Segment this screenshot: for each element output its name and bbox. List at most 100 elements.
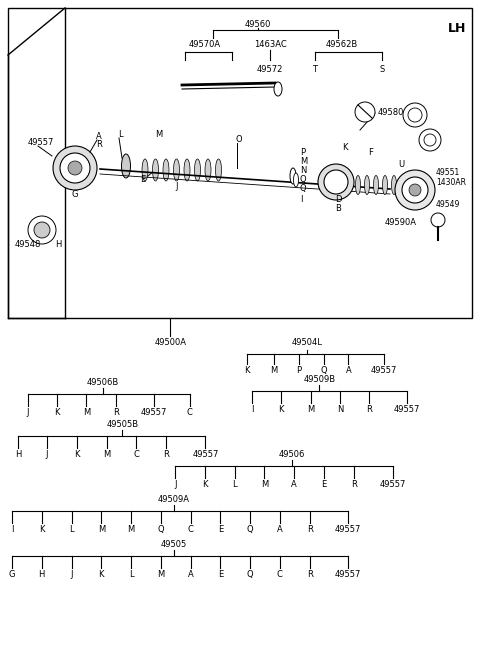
Text: 49557: 49557 <box>141 408 167 417</box>
Text: 49506: 49506 <box>279 450 305 459</box>
Ellipse shape <box>142 159 148 181</box>
Text: P: P <box>296 366 301 375</box>
Text: G: G <box>72 190 78 199</box>
Text: G: G <box>9 570 15 579</box>
Text: 49557: 49557 <box>380 480 406 489</box>
Text: M: M <box>261 480 268 489</box>
Ellipse shape <box>373 176 379 195</box>
Text: LH: LH <box>448 22 467 35</box>
Ellipse shape <box>383 176 387 195</box>
Text: 49549: 49549 <box>436 200 460 209</box>
Circle shape <box>395 170 435 210</box>
Ellipse shape <box>121 154 131 178</box>
Ellipse shape <box>173 159 180 181</box>
Text: 49504L: 49504L <box>292 338 323 347</box>
Circle shape <box>402 177 428 203</box>
Circle shape <box>60 153 90 183</box>
Text: L: L <box>129 570 133 579</box>
Text: T: T <box>312 65 317 74</box>
Circle shape <box>409 184 421 196</box>
Text: I: I <box>11 525 13 534</box>
Text: B: B <box>335 204 341 213</box>
Text: N: N <box>300 166 306 175</box>
Text: C: C <box>133 450 139 459</box>
Text: 49509B: 49509B <box>303 375 335 384</box>
Text: U: U <box>398 160 404 169</box>
Text: K: K <box>342 143 348 152</box>
Text: 49557: 49557 <box>192 450 218 459</box>
Text: Q: Q <box>247 570 253 579</box>
Text: E: E <box>140 175 145 184</box>
Circle shape <box>403 103 427 127</box>
Text: Q: Q <box>300 175 307 184</box>
Ellipse shape <box>153 159 158 181</box>
Text: P: P <box>300 148 305 157</box>
Ellipse shape <box>293 173 299 187</box>
Text: M: M <box>97 525 105 534</box>
Text: 49570A: 49570A <box>189 40 221 49</box>
Circle shape <box>355 102 375 122</box>
Text: E: E <box>322 480 326 489</box>
Ellipse shape <box>274 82 282 96</box>
Text: Q: Q <box>157 525 164 534</box>
Text: M: M <box>300 157 307 166</box>
Text: J: J <box>174 480 177 489</box>
Text: M: M <box>103 450 110 459</box>
Text: R: R <box>163 450 169 459</box>
Text: M: M <box>155 130 162 139</box>
Text: H: H <box>55 240 61 249</box>
Ellipse shape <box>364 176 370 195</box>
Ellipse shape <box>184 159 190 181</box>
Text: K: K <box>278 405 284 414</box>
Text: Q: Q <box>320 366 327 375</box>
Text: L: L <box>232 480 237 489</box>
Circle shape <box>424 134 436 146</box>
Text: M: M <box>157 570 165 579</box>
Text: 49560: 49560 <box>245 20 271 29</box>
Circle shape <box>419 129 441 151</box>
Ellipse shape <box>356 176 360 195</box>
Circle shape <box>408 108 422 122</box>
Text: C: C <box>187 408 192 417</box>
Text: E: E <box>218 570 223 579</box>
Text: M: M <box>127 525 135 534</box>
Text: R: R <box>307 570 312 579</box>
Ellipse shape <box>205 159 211 181</box>
Text: 1463AC: 1463AC <box>253 40 287 49</box>
Circle shape <box>53 146 97 190</box>
Ellipse shape <box>194 159 201 181</box>
Text: J: J <box>175 182 178 191</box>
Text: J: J <box>26 408 29 417</box>
Text: 49557: 49557 <box>394 405 420 414</box>
Circle shape <box>68 161 82 175</box>
Text: 49557: 49557 <box>335 570 361 579</box>
Text: 49505B: 49505B <box>107 420 138 429</box>
Circle shape <box>28 216 56 244</box>
Text: 49580: 49580 <box>378 108 404 117</box>
Text: 1430AR: 1430AR <box>436 178 466 187</box>
Text: L: L <box>118 130 122 139</box>
Text: K: K <box>244 366 250 375</box>
Text: F: F <box>368 148 373 157</box>
Ellipse shape <box>290 168 296 184</box>
Text: R: R <box>351 480 357 489</box>
Text: H: H <box>15 450 22 459</box>
Text: S: S <box>379 65 384 74</box>
Text: R: R <box>366 405 372 414</box>
Text: K: K <box>39 525 45 534</box>
Ellipse shape <box>216 159 221 181</box>
Circle shape <box>34 222 50 238</box>
Text: 49548: 49548 <box>15 240 41 249</box>
Text: A: A <box>291 480 297 489</box>
Text: 49500A: 49500A <box>155 338 186 347</box>
Circle shape <box>324 170 348 194</box>
Text: 49572: 49572 <box>257 65 283 74</box>
Text: N: N <box>336 405 343 414</box>
Text: 49562B: 49562B <box>326 40 358 49</box>
Text: 49557: 49557 <box>371 366 397 375</box>
Circle shape <box>318 164 354 200</box>
Text: L: L <box>69 525 74 534</box>
Text: 49557: 49557 <box>335 525 361 534</box>
Text: J: J <box>70 570 73 579</box>
Text: O: O <box>235 135 241 144</box>
